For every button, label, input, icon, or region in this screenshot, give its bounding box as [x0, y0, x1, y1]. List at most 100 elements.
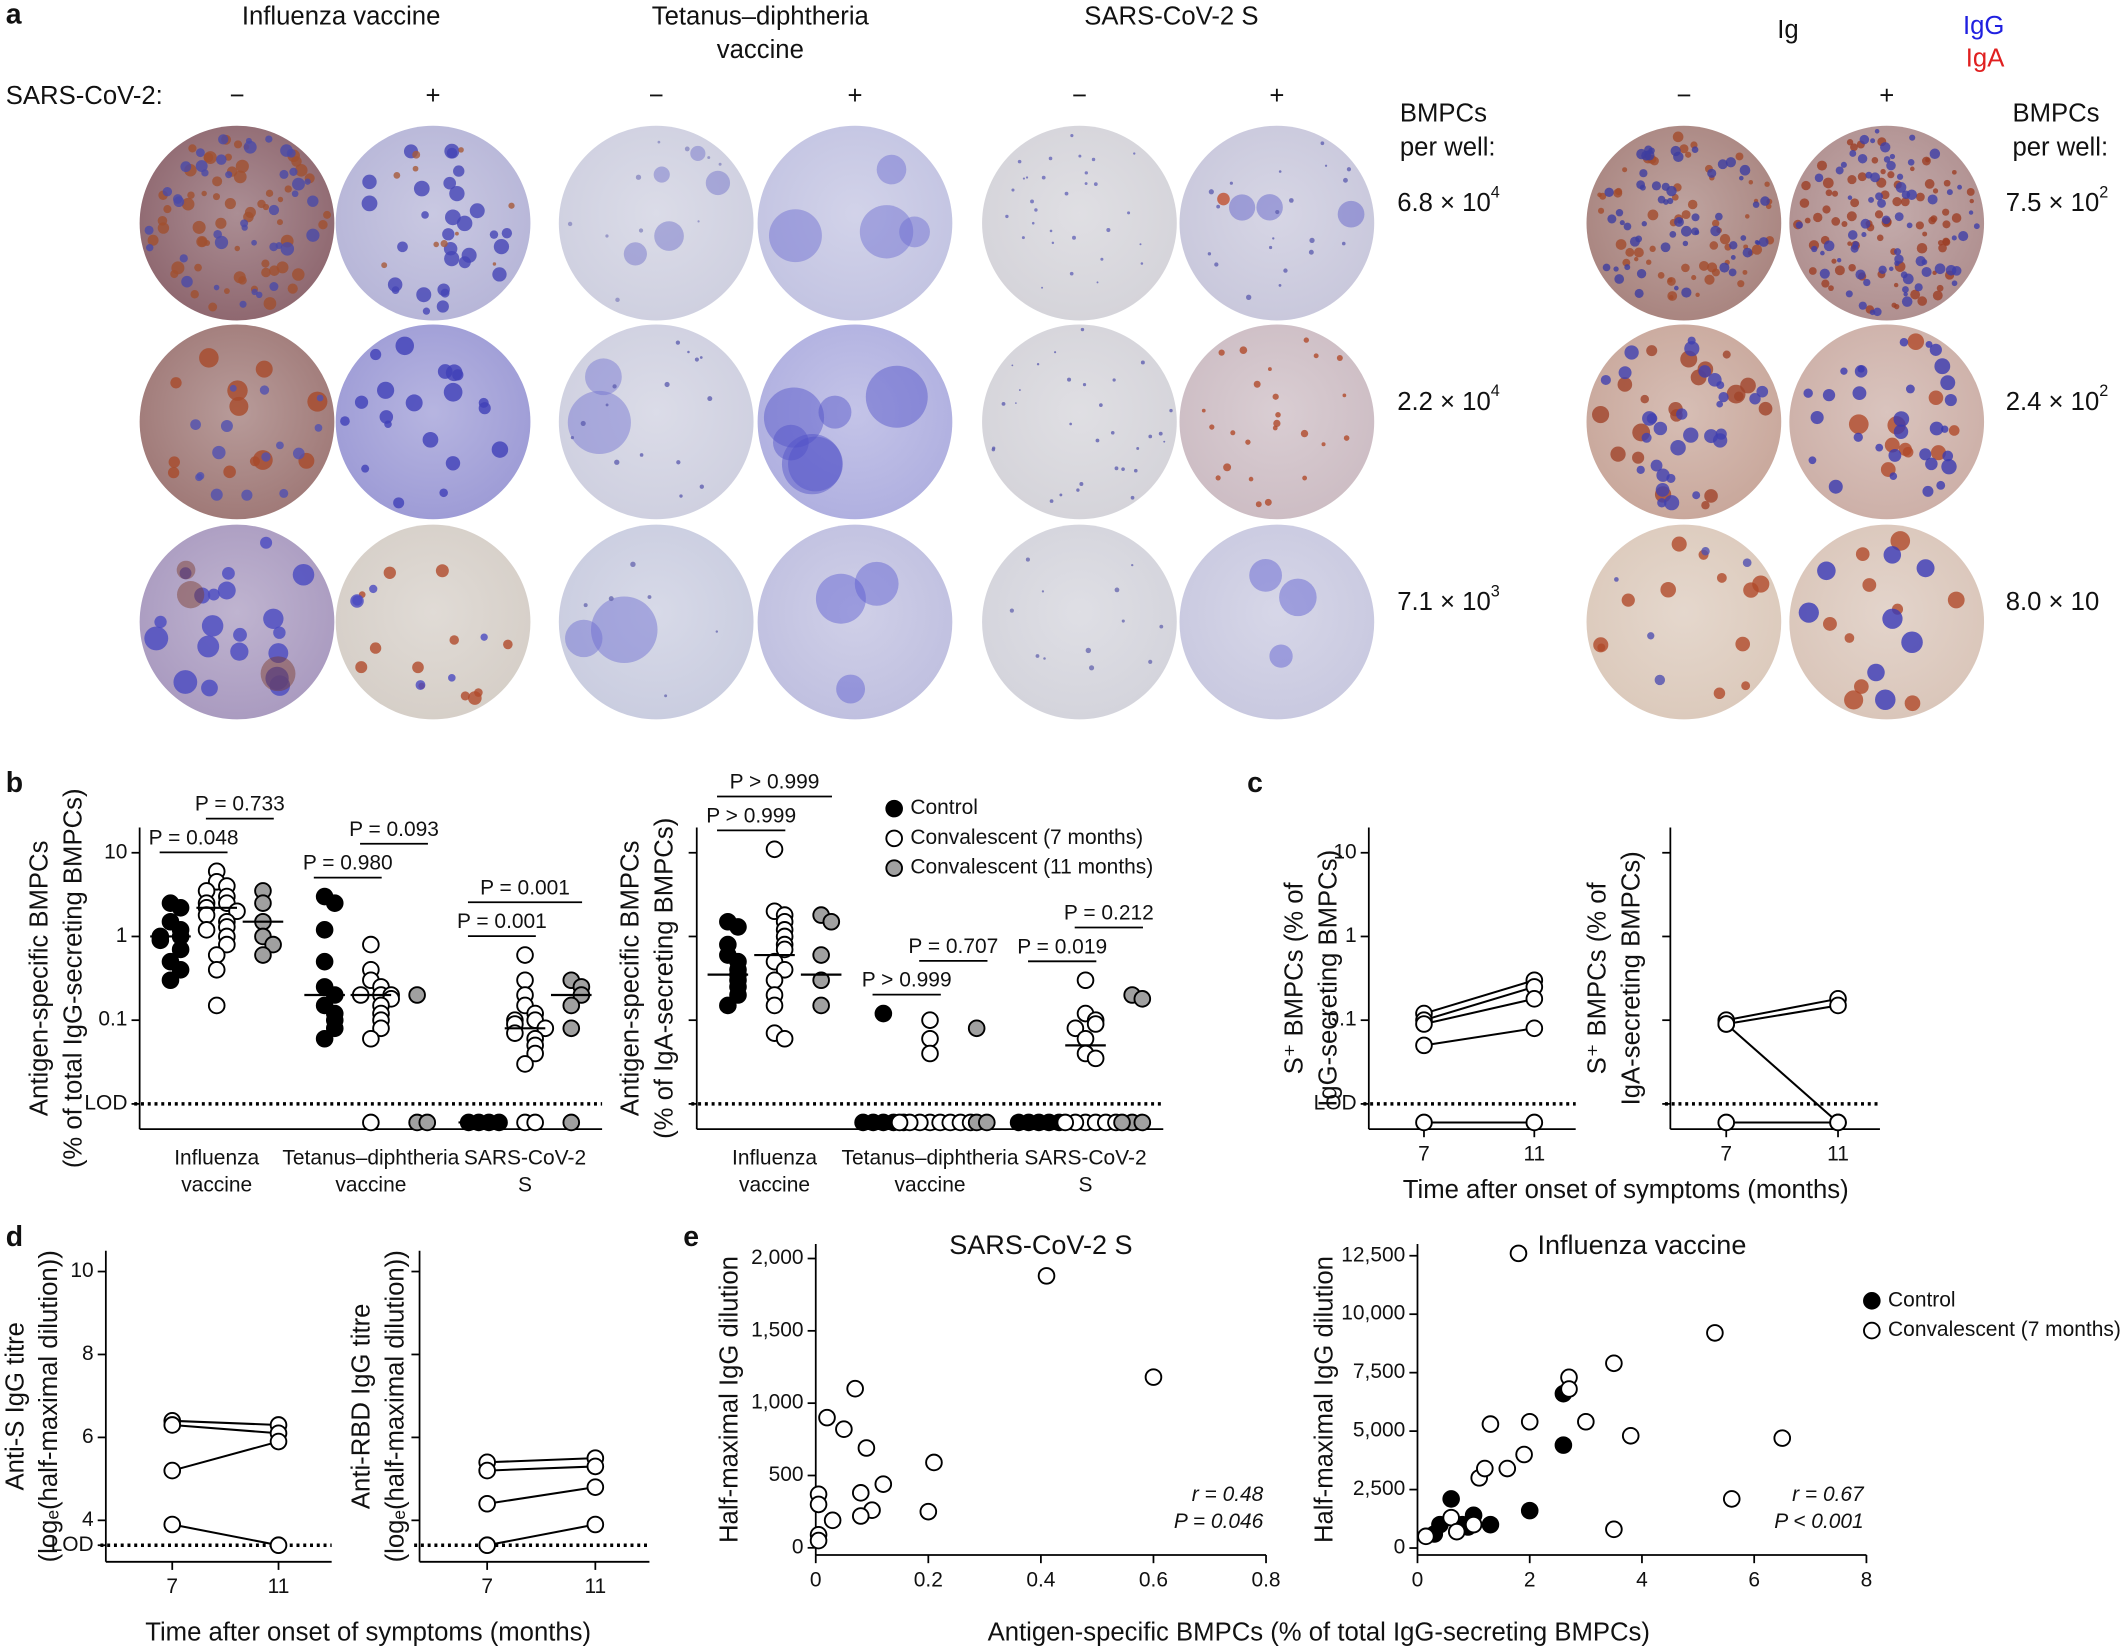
- spot: [1870, 138, 1876, 144]
- spot: [265, 135, 273, 143]
- y-axis-label: Anti-S IgG titre: [1, 1322, 29, 1490]
- well: [139, 324, 335, 520]
- count-base: 8.0 × 10: [2006, 588, 2100, 616]
- spot: [1938, 243, 1947, 253]
- spot: [1054, 351, 1057, 354]
- data-point: [264, 935, 282, 954]
- spot: [449, 635, 459, 645]
- data-point: [315, 1029, 334, 1048]
- spot: [694, 357, 699, 362]
- well: [1586, 324, 1782, 520]
- spot: [1845, 290, 1853, 298]
- spot: [1249, 558, 1283, 592]
- spot: [1846, 211, 1857, 222]
- y-tick-label: 12,500: [1341, 1243, 1405, 1266]
- spot: [222, 566, 235, 580]
- spot: [1934, 263, 1946, 275]
- pair-line: [1423, 1027, 1535, 1047]
- spot: [1929, 148, 1941, 160]
- spot: [1817, 561, 1836, 581]
- data-point: [978, 1113, 996, 1132]
- data-point: [171, 960, 190, 979]
- spot: [1942, 208, 1950, 216]
- column-title: Tetanus–diphtheria: [652, 2, 870, 30]
- spot: [1624, 264, 1631, 271]
- spot: [1875, 192, 1883, 201]
- spot: [176, 581, 205, 609]
- spot: [1828, 285, 1834, 292]
- spot: [605, 234, 609, 238]
- spot: [1082, 383, 1087, 387]
- data-point: [1554, 1436, 1573, 1454]
- data-point: [1706, 1324, 1724, 1342]
- spot: [565, 619, 603, 658]
- data-point: [526, 1113, 544, 1132]
- spot: [154, 615, 167, 629]
- spot: [768, 209, 822, 263]
- spot: [181, 197, 195, 211]
- spot: [1751, 244, 1763, 255]
- spot: [449, 185, 465, 202]
- spot: [1017, 159, 1022, 164]
- spot: [1900, 197, 1910, 207]
- pair-line: [1726, 997, 1839, 1022]
- y-tick-label: 0: [1394, 1536, 1406, 1559]
- y-tick-label: 1: [116, 924, 128, 947]
- y-axis-label: Antigen-specific BMPCs: [617, 841, 645, 1117]
- legend-label: Convalescent (7 months): [1888, 1318, 2121, 1341]
- y-tick-label: LOD: [51, 1533, 94, 1556]
- spot: [567, 221, 573, 227]
- spot: [1617, 377, 1633, 392]
- count: 7.5 × 102: [2006, 184, 2109, 217]
- spot: [1854, 679, 1869, 694]
- spot: [1853, 432, 1863, 442]
- spot: [508, 202, 515, 209]
- spot: [415, 680, 426, 690]
- spot: [1901, 631, 1923, 654]
- spot: [1676, 408, 1688, 420]
- spot: [1840, 367, 1848, 375]
- spot: [687, 350, 690, 354]
- spot: [268, 204, 280, 216]
- spot: [1114, 587, 1120, 593]
- spot: [1660, 242, 1671, 253]
- spot: [179, 567, 192, 580]
- spot: [379, 410, 394, 424]
- spot: [1650, 459, 1663, 472]
- spot: [1309, 237, 1315, 244]
- y-axis-label: (logₑ(half-maximal dilution)): [381, 1250, 409, 1562]
- well: [982, 324, 1177, 520]
- well: [982, 125, 1177, 321]
- y-tick-label: 4: [82, 1508, 94, 1531]
- spot: [1698, 365, 1712, 378]
- spot: [1093, 182, 1098, 187]
- spot: [854, 561, 899, 606]
- spot: [1716, 400, 1724, 408]
- spot: [1740, 377, 1756, 394]
- data-point: [254, 894, 272, 912]
- spot: [192, 220, 206, 234]
- spot: [167, 466, 180, 479]
- spot: [1849, 150, 1857, 157]
- spot: [1661, 182, 1670, 191]
- spot: [1248, 476, 1254, 482]
- spot: [1695, 292, 1700, 297]
- x-tick-label: 0.2: [914, 1568, 943, 1591]
- data-point: [874, 1475, 893, 1493]
- spot: [1957, 184, 1962, 190]
- spot: [1680, 225, 1692, 237]
- data-point: [765, 840, 784, 859]
- spot: [1711, 268, 1720, 277]
- spot: [361, 464, 370, 473]
- spot: [1929, 421, 1944, 436]
- spot: [699, 356, 703, 359]
- spot: [1801, 180, 1811, 191]
- spot: [1880, 142, 1891, 153]
- data-point: [1560, 1380, 1578, 1398]
- spot: [460, 691, 470, 701]
- spot: [1916, 559, 1935, 578]
- spot: [1320, 141, 1325, 146]
- category-label: SARS-CoV-2: [464, 1146, 586, 1169]
- y-tick-label: 2,000: [751, 1246, 803, 1269]
- spot: [679, 494, 683, 498]
